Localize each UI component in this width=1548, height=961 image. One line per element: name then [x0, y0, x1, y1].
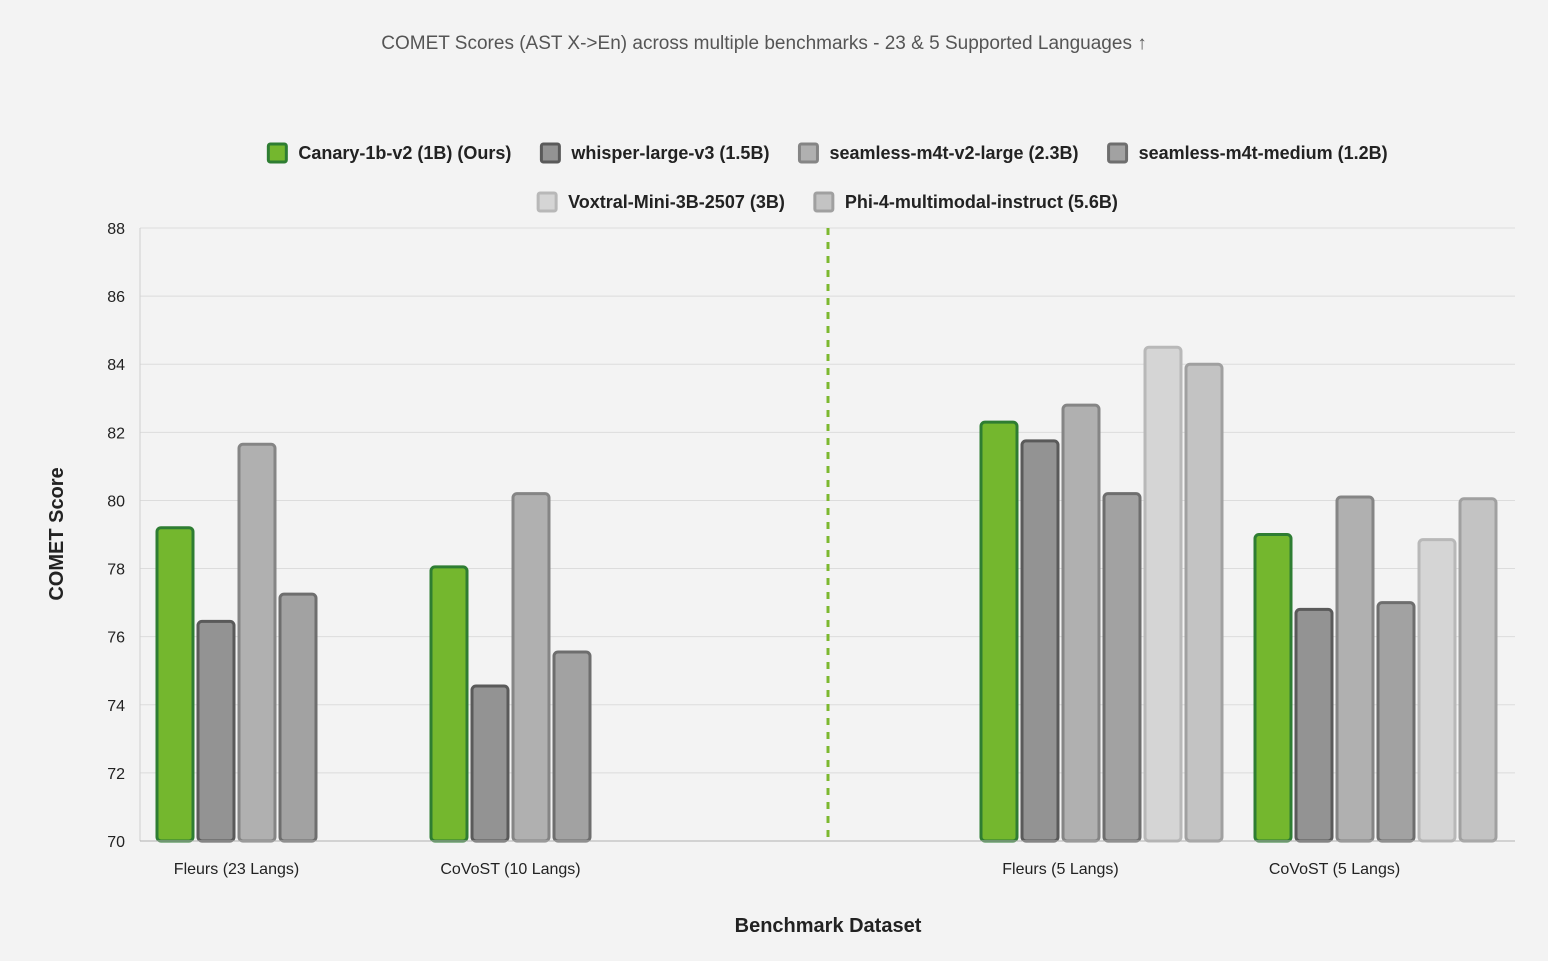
bar	[278, 592, 318, 843]
x-tick-labels: Fleurs (23 Langs) CoVoST (10 Langs) Fleurs…	[174, 861, 1400, 878]
legend-label: Voxtral-Mini-3B-2507 (3B)	[568, 192, 785, 212]
legend-item[interactable]: Voxtral-Mini-3B-2507 (3B)	[536, 191, 785, 213]
legend-item[interactable]: whisper-large-v3 (1.5B)	[539, 142, 769, 164]
legend-swatch	[797, 142, 819, 164]
bar	[1376, 601, 1416, 843]
legend-label: Phi-4-multimodal-instruct (5.6B)	[845, 192, 1118, 212]
axes	[139, 228, 1515, 842]
x-tick-label: CoVoST (10 Langs)	[440, 861, 580, 878]
x-tick-label: Fleurs (23 Langs)	[174, 861, 299, 878]
bar	[1184, 362, 1224, 843]
y-tick-label: 72	[107, 766, 125, 783]
bar	[196, 619, 236, 843]
legend-swatch	[813, 191, 835, 213]
y-tick-label: 70	[107, 834, 125, 851]
chart-title: COMET Scores (AST X->En) across multiple…	[381, 33, 1146, 54]
bar	[155, 526, 195, 843]
y-tick-label: 74	[107, 698, 125, 715]
y-tick-labels: 70 72 74 76 78 80 82 84 86 88	[107, 221, 125, 851]
y-tick-label: 82	[107, 425, 125, 442]
legend-label: seamless-m4t-v2-large (2.3B)	[829, 143, 1078, 163]
bar	[1020, 439, 1060, 843]
legend-swatch	[266, 142, 288, 164]
legend-item[interactable]: seamless-m4t-v2-large (2.3B)	[797, 142, 1079, 164]
bar	[979, 420, 1019, 843]
y-tick-label: 80	[107, 493, 125, 510]
bar	[237, 442, 277, 843]
legend-item[interactable]: Canary-1b-v2 (1B) (Ours)	[266, 142, 511, 164]
bar	[1143, 345, 1183, 843]
legend-label: Canary-1b-v2 (1B) (Ours)	[298, 143, 511, 163]
legend-swatch	[539, 142, 561, 164]
bar	[1294, 607, 1334, 843]
legend-label: seamless-m4t-medium (1.2B)	[1139, 143, 1388, 163]
legend: Canary-1b-v2 (1B) (Ours) whisper-large-v3…	[266, 142, 1388, 213]
bar	[1253, 533, 1293, 843]
bar	[1335, 495, 1375, 843]
x-tick-label: CoVoST (5 Langs)	[1269, 861, 1400, 878]
x-tick-label: Fleurs (5 Langs)	[1002, 861, 1119, 878]
y-tick-label: 84	[107, 357, 125, 374]
legend-label: whisper-large-v3 (1.5B)	[570, 143, 769, 163]
y-axis-title: COMET Score	[46, 467, 68, 600]
bar	[552, 650, 592, 843]
x-axis-title: Benchmark Dataset	[735, 915, 922, 937]
bar	[1061, 403, 1101, 843]
legend-swatch	[1107, 142, 1129, 164]
legend-item[interactable]: seamless-m4t-medium (1.2B)	[1107, 142, 1388, 164]
y-tick-label: 88	[107, 221, 125, 238]
bar	[1458, 497, 1498, 843]
bar	[470, 684, 510, 843]
bar	[1417, 538, 1457, 843]
y-tick-label: 78	[107, 562, 125, 579]
legend-item[interactable]: Phi-4-multimodal-instruct (5.6B)	[813, 191, 1118, 213]
legend-swatch	[536, 191, 558, 213]
bar	[1102, 492, 1142, 843]
y-tick-label: 86	[107, 289, 125, 306]
bar	[511, 492, 551, 843]
y-tick-label: 76	[107, 630, 125, 647]
bar	[429, 565, 469, 843]
